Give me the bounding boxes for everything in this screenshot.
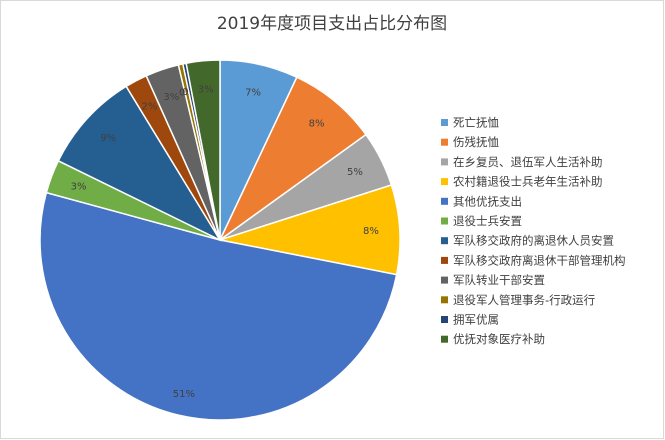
legend-swatch	[441, 197, 448, 205]
data-label: 7%	[245, 87, 261, 98]
legend-swatch	[441, 158, 448, 166]
data-label: 3%	[71, 182, 87, 193]
data-label: 2%	[142, 101, 158, 112]
data-label: 3%	[163, 92, 179, 103]
data-label: 8%	[309, 119, 325, 130]
legend-swatch	[441, 276, 448, 284]
legend-label: 伤残抚恤	[453, 135, 499, 149]
data-label: 0%	[179, 87, 195, 98]
data-label: 5%	[347, 167, 363, 178]
legend-swatch	[441, 237, 448, 245]
chart-title: 2019年度项目支出占比分布图	[217, 14, 447, 34]
legend-swatch	[441, 217, 448, 225]
pie-slice	[219, 184, 401, 276]
data-label: 51%	[173, 389, 195, 400]
legend-label: 军队移交政府的离退休人员安置	[453, 234, 614, 248]
legend-label: 拥军优属	[453, 313, 499, 327]
pie-slice	[39, 191, 398, 421]
legend-label: 退役军人管理事务-行政运行	[453, 293, 595, 307]
legend-label: 优抚对象医疗补助	[453, 332, 545, 346]
data-label: 0%	[182, 87, 198, 98]
legend-label: 军队移交政府离退休干部管理机构	[453, 253, 626, 267]
legend-swatch	[441, 296, 448, 304]
legend-swatch	[441, 178, 448, 186]
pie-slice	[185, 59, 221, 241]
pie-slice	[57, 85, 222, 242]
legend-swatch	[441, 119, 448, 126]
legend-swatch	[441, 138, 448, 146]
legend-label: 军队转业干部安置	[453, 273, 545, 287]
legend-swatch	[441, 335, 448, 343]
data-label: 3%	[198, 84, 214, 95]
legend-swatch	[441, 256, 448, 264]
legend-label: 死亡抚恤	[453, 116, 499, 130]
legend-label: 农村籍退役士兵老年生活补助	[453, 175, 603, 189]
legend-label: 退役士兵安置	[453, 214, 522, 228]
legend-swatch	[441, 316, 448, 323]
data-label: 8%	[363, 226, 379, 237]
legend-label: 其他优抚支出	[453, 194, 522, 208]
pie-slice	[219, 76, 367, 241]
data-label: 9%	[100, 133, 116, 144]
legend-label: 在乡复员、退伍军人生活补助	[453, 155, 603, 169]
